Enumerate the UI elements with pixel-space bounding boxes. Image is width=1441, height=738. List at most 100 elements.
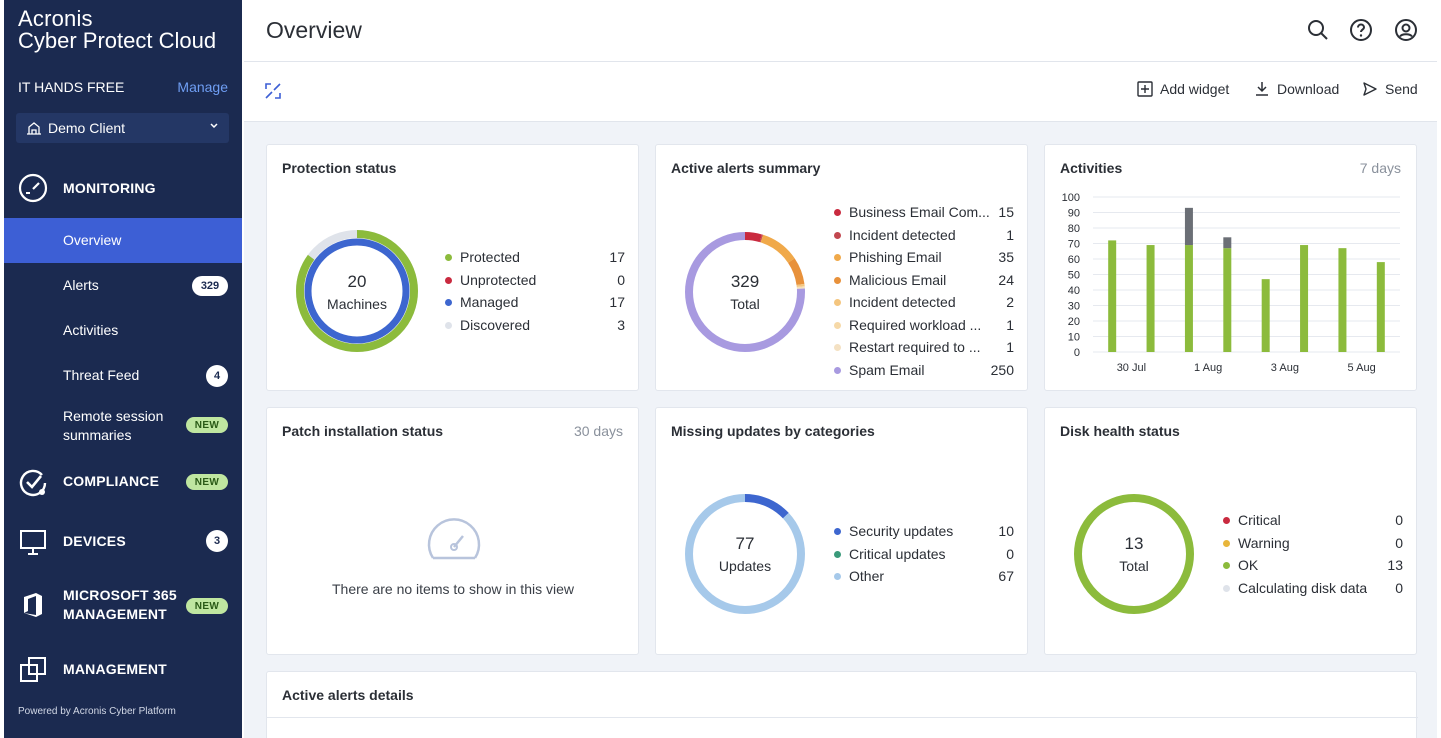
manage-link[interactable]: Manage	[177, 79, 228, 95]
legend-item[interactable]: Spam Email 250	[834, 360, 1014, 383]
legend-item[interactable]: Incident detected 2	[834, 292, 1014, 315]
widget-active-alerts-details[interactable]: Active alerts details	[266, 671, 1418, 738]
legend-dot	[834, 573, 841, 580]
legend-item[interactable]: Restart required to ... 1	[834, 337, 1014, 360]
legend-dot	[834, 550, 841, 558]
bar[interactable]	[1223, 237, 1232, 249]
center-label: Machines	[327, 296, 387, 312]
client-name: Demo Client	[48, 120, 126, 136]
legend-item[interactable]: Critical 0	[1223, 510, 1403, 533]
y-tick-label: 30	[1068, 301, 1080, 313]
new-badge: NEW	[186, 474, 228, 490]
y-tick-label: 50	[1068, 270, 1080, 282]
sidebar-item-label: Alerts	[63, 277, 99, 293]
sidebar-item-overview[interactable]: Overview	[4, 218, 242, 263]
sidebar: Acronis Cyber Protect Cloud IT HANDS FRE…	[4, 0, 242, 738]
bar[interactable]	[1184, 207, 1193, 246]
user-account-icon[interactable]	[1394, 18, 1418, 42]
bar[interactable]	[1300, 245, 1309, 352]
y-tick-label: 70	[1068, 239, 1080, 251]
x-tick-label: 5 Aug	[1348, 362, 1376, 374]
widget-protection-status[interactable]: Protection status 20 Machines Protected 1…	[266, 144, 639, 391]
fullscreen-icon[interactable]	[265, 83, 281, 99]
widget-title: Protection status	[282, 160, 397, 176]
legend-item[interactable]: Protected 17	[445, 247, 625, 270]
legend-item[interactable]: Discovered 3	[445, 315, 625, 338]
disk-center: 13 Total	[1084, 534, 1184, 574]
legend-dot	[834, 276, 841, 284]
widget-missing-updates[interactable]: Missing updates by categories 77 Updates…	[655, 407, 1028, 655]
widget-active-alerts-summary[interactable]: Active alerts summary 329 Total Business…	[655, 144, 1028, 391]
nav-section-monitoring-label: MONITORING	[63, 180, 156, 196]
add-widget-label: Add widget	[1160, 81, 1230, 97]
y-tick-label: 90	[1068, 208, 1080, 220]
sidebar-item-activities[interactable]: Activities	[4, 308, 242, 353]
bar[interactable]	[1376, 262, 1385, 352]
legend-item[interactable]: Calculating disk data 0	[1223, 578, 1403, 601]
center-label: Total	[730, 296, 760, 312]
legend-item[interactable]: Phishing Email 35	[834, 247, 1014, 270]
legend-value: 0	[1006, 545, 1014, 562]
send-button[interactable]: Send	[1362, 81, 1418, 97]
search-icon[interactable]	[1306, 18, 1330, 42]
legend-value: 17	[609, 249, 625, 265]
nav-section-management[interactable]: MANAGEMENT	[4, 654, 242, 686]
legend-value: 0	[617, 271, 625, 288]
bar[interactable]	[1146, 245, 1155, 352]
disk-health-donut	[1074, 494, 1194, 614]
legend-item[interactable]: Required workload ... 1	[834, 315, 1014, 338]
legend-item[interactable]: Critical updates 0	[834, 544, 1014, 567]
y-tick-label: 10	[1068, 332, 1080, 344]
page-title: Overview	[266, 17, 362, 43]
nav-section-monitoring[interactable]: MONITORING	[4, 173, 242, 203]
legend-item[interactable]: Other 67	[834, 566, 1014, 589]
m365-line1: MICROSOFT 365	[63, 587, 177, 603]
nav-section-compliance[interactable]: COMPLIANCE NEW	[4, 466, 242, 498]
download-icon	[1256, 82, 1268, 96]
legend-value: 0	[1395, 534, 1403, 551]
legend-value: 24	[998, 271, 1014, 288]
widget-activities[interactable]: Activities 7 days 0 10 20 30 40 50 60 70 80 90 100…	[1044, 144, 1417, 391]
legend-item[interactable]: Security updates 10	[834, 521, 1014, 544]
legend-label: Phishing Email	[849, 249, 942, 265]
legend-item[interactable]: Incident detected 1	[834, 225, 1014, 248]
legend-dot	[1223, 562, 1230, 569]
main-content: Overview Add widget Download Send Protec…	[244, 0, 1437, 738]
nav-section-devices[interactable]: DEVICES 3	[4, 526, 242, 558]
help-icon[interactable]	[1349, 18, 1373, 42]
add-widget-button[interactable]: Add widget	[1137, 81, 1229, 97]
legend-dot	[445, 321, 452, 329]
sidebar-item-label: Threat Feed	[63, 367, 140, 383]
legend-item[interactable]: Managed 17	[445, 292, 625, 315]
empty-state-text: There are no items to show in this view	[332, 581, 574, 597]
powered-by: Powered by Acronis Cyber Platform	[18, 706, 176, 717]
widget-disk-health-status[interactable]: Disk health status 13 Total Critical 0 War…	[1044, 407, 1417, 655]
legend-value: 1	[1006, 316, 1014, 333]
sidebar-item-remote-session-summaries[interactable]: Remote session summaries NEW	[4, 398, 242, 448]
legend-label: Incident detected	[849, 226, 956, 243]
legend-label: Critical updates	[849, 545, 946, 562]
legend-item[interactable]: Malicious Email 24	[834, 270, 1014, 293]
bar[interactable]	[1184, 245, 1193, 352]
widget-title: Disk health status	[1060, 423, 1180, 439]
bar[interactable]	[1223, 248, 1232, 352]
sidebar-item-threat-feed[interactable]: Threat Feed 4	[4, 353, 242, 398]
widget-patch-installation-status[interactable]: Patch installation status 30 days There …	[266, 407, 639, 655]
legend-item[interactable]: Warning 0	[1223, 533, 1403, 556]
legend-item[interactable]: Business Email Com... 15	[834, 202, 1014, 225]
gauge-icon	[18, 173, 48, 203]
client-selector[interactable]: Demo Client	[16, 113, 229, 143]
legend-label: Malicious Email	[849, 271, 947, 288]
sidebar-item-alerts[interactable]: Alerts 329	[4, 263, 242, 308]
missing-center: 77 Updates	[695, 534, 795, 574]
donut-segment	[685, 494, 805, 614]
bar[interactable]	[1261, 279, 1270, 352]
bar[interactable]	[1108, 240, 1117, 352]
legend-value: 0	[1395, 579, 1403, 596]
nav-section-microsoft-365[interactable]: MICROSOFT 365 MANAGEMENT NEW	[4, 584, 242, 626]
legend-item[interactable]: Unprotected 0	[445, 270, 625, 293]
legend-item[interactable]: OK 13	[1223, 555, 1403, 578]
download-button[interactable]: Download	[1254, 81, 1339, 97]
bar[interactable]	[1338, 248, 1347, 352]
activities-bar-chart: 0 10 20 30 40 50 60 70 80 90 100 30 Jul 1 Aug 3 Aug 5 …	[1062, 192, 1400, 374]
